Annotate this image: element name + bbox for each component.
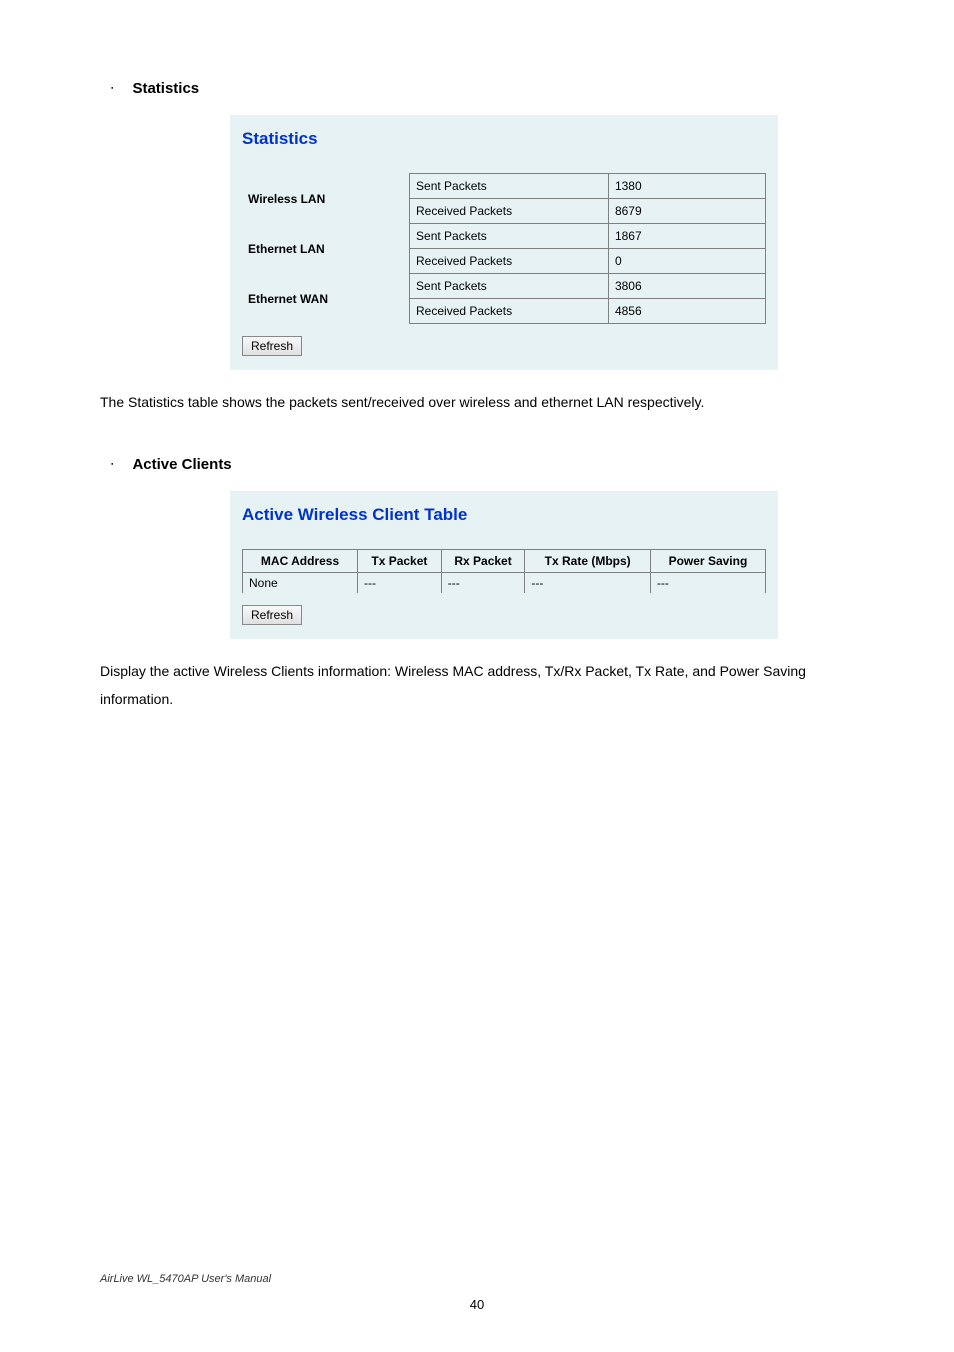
client-col-header: Power Saving — [650, 550, 765, 573]
stats-cell: Sent Packets — [410, 224, 609, 249]
client-cell: None — [243, 573, 358, 594]
stats-row-label: Wireless LAN — [242, 174, 410, 224]
footer-manual-title: AirLive WL_5470AP User's Manual — [100, 1273, 854, 1285]
bullet-icon: ‧ — [110, 456, 114, 473]
page-number: 40 — [100, 1297, 854, 1312]
active-clients-panel-title: Active Wireless Client Table — [242, 505, 766, 525]
statistics-table: Wireless LAN Sent Packets 1380 Received … — [242, 173, 766, 324]
stats-cell: 0 — [608, 249, 765, 274]
stats-cell: Received Packets — [410, 299, 609, 324]
stats-cell: Sent Packets — [410, 274, 609, 299]
stats-cell: Received Packets — [410, 249, 609, 274]
client-col-header: Tx Rate (Mbps) — [525, 550, 651, 573]
stats-row-label: Ethernet WAN — [242, 274, 410, 324]
client-col-header: MAC Address — [243, 550, 358, 573]
client-col-header: Tx Packet — [358, 550, 442, 573]
bullet-icon: ‧ — [110, 80, 114, 97]
statistics-panel-title: Statistics — [242, 129, 766, 149]
statistics-panel: Statistics Wireless LAN Sent Packets 138… — [230, 115, 778, 370]
statistics-heading: ‧ Statistics — [110, 80, 854, 97]
client-cell: --- — [525, 573, 651, 594]
stats-cell: Received Packets — [410, 199, 609, 224]
stats-cell: 3806 — [608, 274, 765, 299]
statistics-heading-text: Statistics — [132, 80, 199, 97]
stats-row-label: Ethernet LAN — [242, 224, 410, 274]
stats-cell: Sent Packets — [410, 174, 609, 199]
client-col-header: Rx Packet — [441, 550, 525, 573]
active-clients-heading-text: Active Clients — [132, 456, 231, 473]
client-cell: --- — [650, 573, 765, 594]
stats-cell: 8679 — [608, 199, 765, 224]
stats-cell: 1867 — [608, 224, 765, 249]
statistics-description: The Statistics table shows the packets s… — [100, 388, 854, 416]
active-clients-panel: Active Wireless Client Table MAC Address… — [230, 491, 778, 639]
refresh-button[interactable]: Refresh — [242, 336, 302, 356]
active-clients-table: MAC Address Tx Packet Rx Packet Tx Rate … — [242, 549, 766, 593]
stats-cell: 4856 — [608, 299, 765, 324]
refresh-button[interactable]: Refresh — [242, 605, 302, 625]
active-clients-description: Display the active Wireless Clients info… — [100, 657, 854, 713]
client-cell: --- — [358, 573, 442, 594]
client-cell: --- — [441, 573, 525, 594]
stats-cell: 1380 — [608, 174, 765, 199]
active-clients-heading: ‧ Active Clients — [110, 456, 854, 473]
